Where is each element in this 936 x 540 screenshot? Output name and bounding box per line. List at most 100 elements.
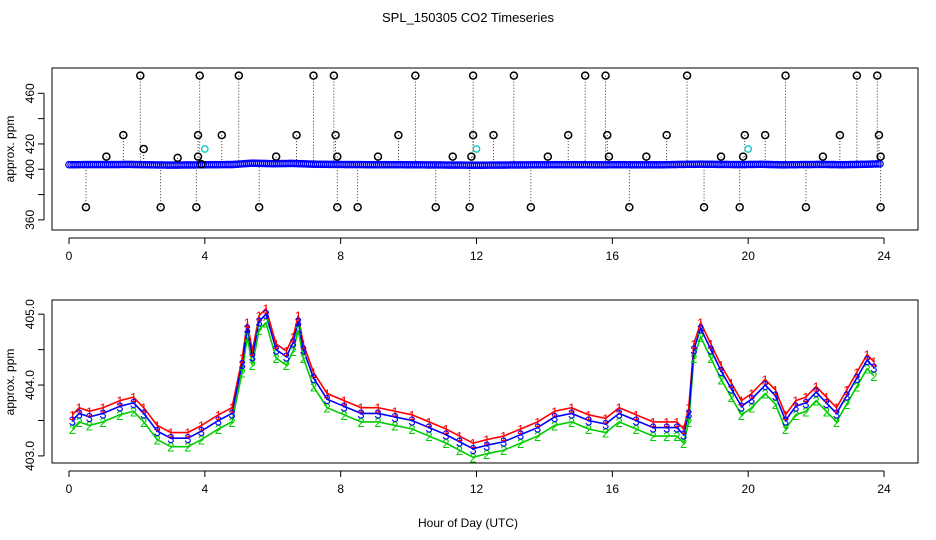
series-2-point: 2 xyxy=(633,422,640,437)
series-3-point: 3 xyxy=(748,392,755,407)
series-2-point: 2 xyxy=(167,440,174,455)
series-1-point: 1 xyxy=(391,404,398,419)
top-content xyxy=(65,71,885,212)
series-3-point: 3 xyxy=(300,343,307,358)
outlier-point xyxy=(467,152,476,161)
series-2-point: 2 xyxy=(249,358,256,373)
series-2-point: 2 xyxy=(673,429,680,444)
series-2-point: 2 xyxy=(728,390,735,405)
series-1-point: 1 xyxy=(273,337,280,352)
series-1-point: 1 xyxy=(843,383,850,398)
series-2-point: 2 xyxy=(551,418,558,433)
outlier-point xyxy=(603,130,612,140)
series-3-point: 3 xyxy=(262,307,269,322)
series-1-point: 1 xyxy=(762,372,769,387)
outlier-point xyxy=(801,202,811,212)
series-2-point: 2 xyxy=(823,404,830,419)
outlier-point xyxy=(81,202,91,212)
x-axis-label: Hour of Day (UTC) xyxy=(418,516,518,530)
series-2-point: 2 xyxy=(262,316,269,331)
outlier-point xyxy=(601,71,610,80)
series-1-point: 1 xyxy=(99,401,106,416)
outlier-point xyxy=(465,202,474,212)
series-2-point: 2 xyxy=(707,351,714,366)
series-1-point: 1 xyxy=(290,330,297,345)
series-1-point: 1 xyxy=(256,309,263,324)
series-2-point: 2 xyxy=(99,415,106,430)
top-x-tick-label: 0 xyxy=(66,249,73,263)
outlier-point xyxy=(509,71,519,80)
outlier-point xyxy=(625,202,634,212)
outlier-point xyxy=(234,71,244,80)
top-y-tick-label: 400 xyxy=(23,159,37,179)
series-1-point: 1 xyxy=(425,415,432,430)
series-2-point: 2 xyxy=(340,408,347,423)
series-2-point: 2 xyxy=(853,379,860,394)
outlier-point xyxy=(309,71,318,80)
series-3-point: 3 xyxy=(534,421,541,436)
outlier-point xyxy=(738,152,748,161)
series-3-point: 3 xyxy=(425,421,432,436)
bottom-plot-frame xyxy=(51,299,919,464)
series-1-point: 1 xyxy=(690,337,697,352)
outlier-point xyxy=(604,152,614,161)
bottom-x-tick-label: 4 xyxy=(201,482,208,496)
top-x-tick-label: 4 xyxy=(201,249,208,263)
series-3-point: 3 xyxy=(469,442,476,457)
outlier-point xyxy=(543,152,553,161)
series-3-point: 3 xyxy=(616,406,623,421)
series-2-point: 2 xyxy=(517,436,524,451)
series-2-point: 2 xyxy=(408,422,415,437)
series-2-point: 2 xyxy=(198,433,205,448)
series-3-point: 3 xyxy=(663,421,670,436)
series-3-point: 3 xyxy=(244,321,251,336)
series-2-point: 2 xyxy=(374,415,381,430)
series-3-point: 3 xyxy=(69,413,76,428)
series-1-point: 1 xyxy=(249,344,256,359)
series-3-point: 3 xyxy=(680,428,687,443)
outlier-point xyxy=(411,71,420,80)
series-3-point: 3 xyxy=(99,406,106,421)
top-y-tick-label: 360 xyxy=(23,210,37,230)
series-2-point: 2 xyxy=(772,397,779,412)
series-3-point: 3 xyxy=(154,424,161,439)
series-3-point: 3 xyxy=(690,343,697,358)
outlier-point xyxy=(192,202,201,212)
series-1-point: 1 xyxy=(340,394,347,409)
series-2-point: 2 xyxy=(283,358,290,373)
series-3-point: 3 xyxy=(649,421,656,436)
outlier-point xyxy=(876,202,885,212)
series-1-point: 1 xyxy=(408,408,415,423)
series-3-point: 3 xyxy=(340,399,347,414)
top-x-axis: 0 4 8 12 16 20 24 xyxy=(66,237,891,263)
series-2-point: 2 xyxy=(717,372,724,387)
series-3-point: 3 xyxy=(357,406,364,421)
series-1-point: 1 xyxy=(130,390,137,405)
chart-title: SPL_150305 CO2 Timeseries xyxy=(382,10,554,25)
series-2-point: 2 xyxy=(256,323,263,338)
series-3-point: 3 xyxy=(249,350,256,365)
series-1-point: 1 xyxy=(76,401,83,416)
cyan-point xyxy=(744,145,753,153)
outlier-point xyxy=(872,71,882,80)
series-3-point: 3 xyxy=(290,336,297,351)
series-3-point: 3 xyxy=(323,392,330,407)
series-1-point: 1 xyxy=(310,365,317,380)
series-2-point: 2 xyxy=(568,415,575,430)
outlier-point xyxy=(682,71,692,80)
series-1-point: 1 xyxy=(500,429,507,444)
series-2-point: 2 xyxy=(833,415,840,430)
series-3-point: 3 xyxy=(86,410,93,425)
top-y-tick-label: 420 xyxy=(23,134,37,154)
series-1-point: 1 xyxy=(215,408,222,423)
series-2-point: 2 xyxy=(300,351,307,366)
top-x-tick-label: 12 xyxy=(470,249,484,263)
series-2-point: 2 xyxy=(680,436,687,451)
series-2-point: 2 xyxy=(585,422,592,437)
outlier-point xyxy=(333,152,342,161)
series-2-point: 2 xyxy=(290,344,297,359)
series-1-point: 1 xyxy=(728,376,735,391)
outlier-point xyxy=(526,202,536,212)
